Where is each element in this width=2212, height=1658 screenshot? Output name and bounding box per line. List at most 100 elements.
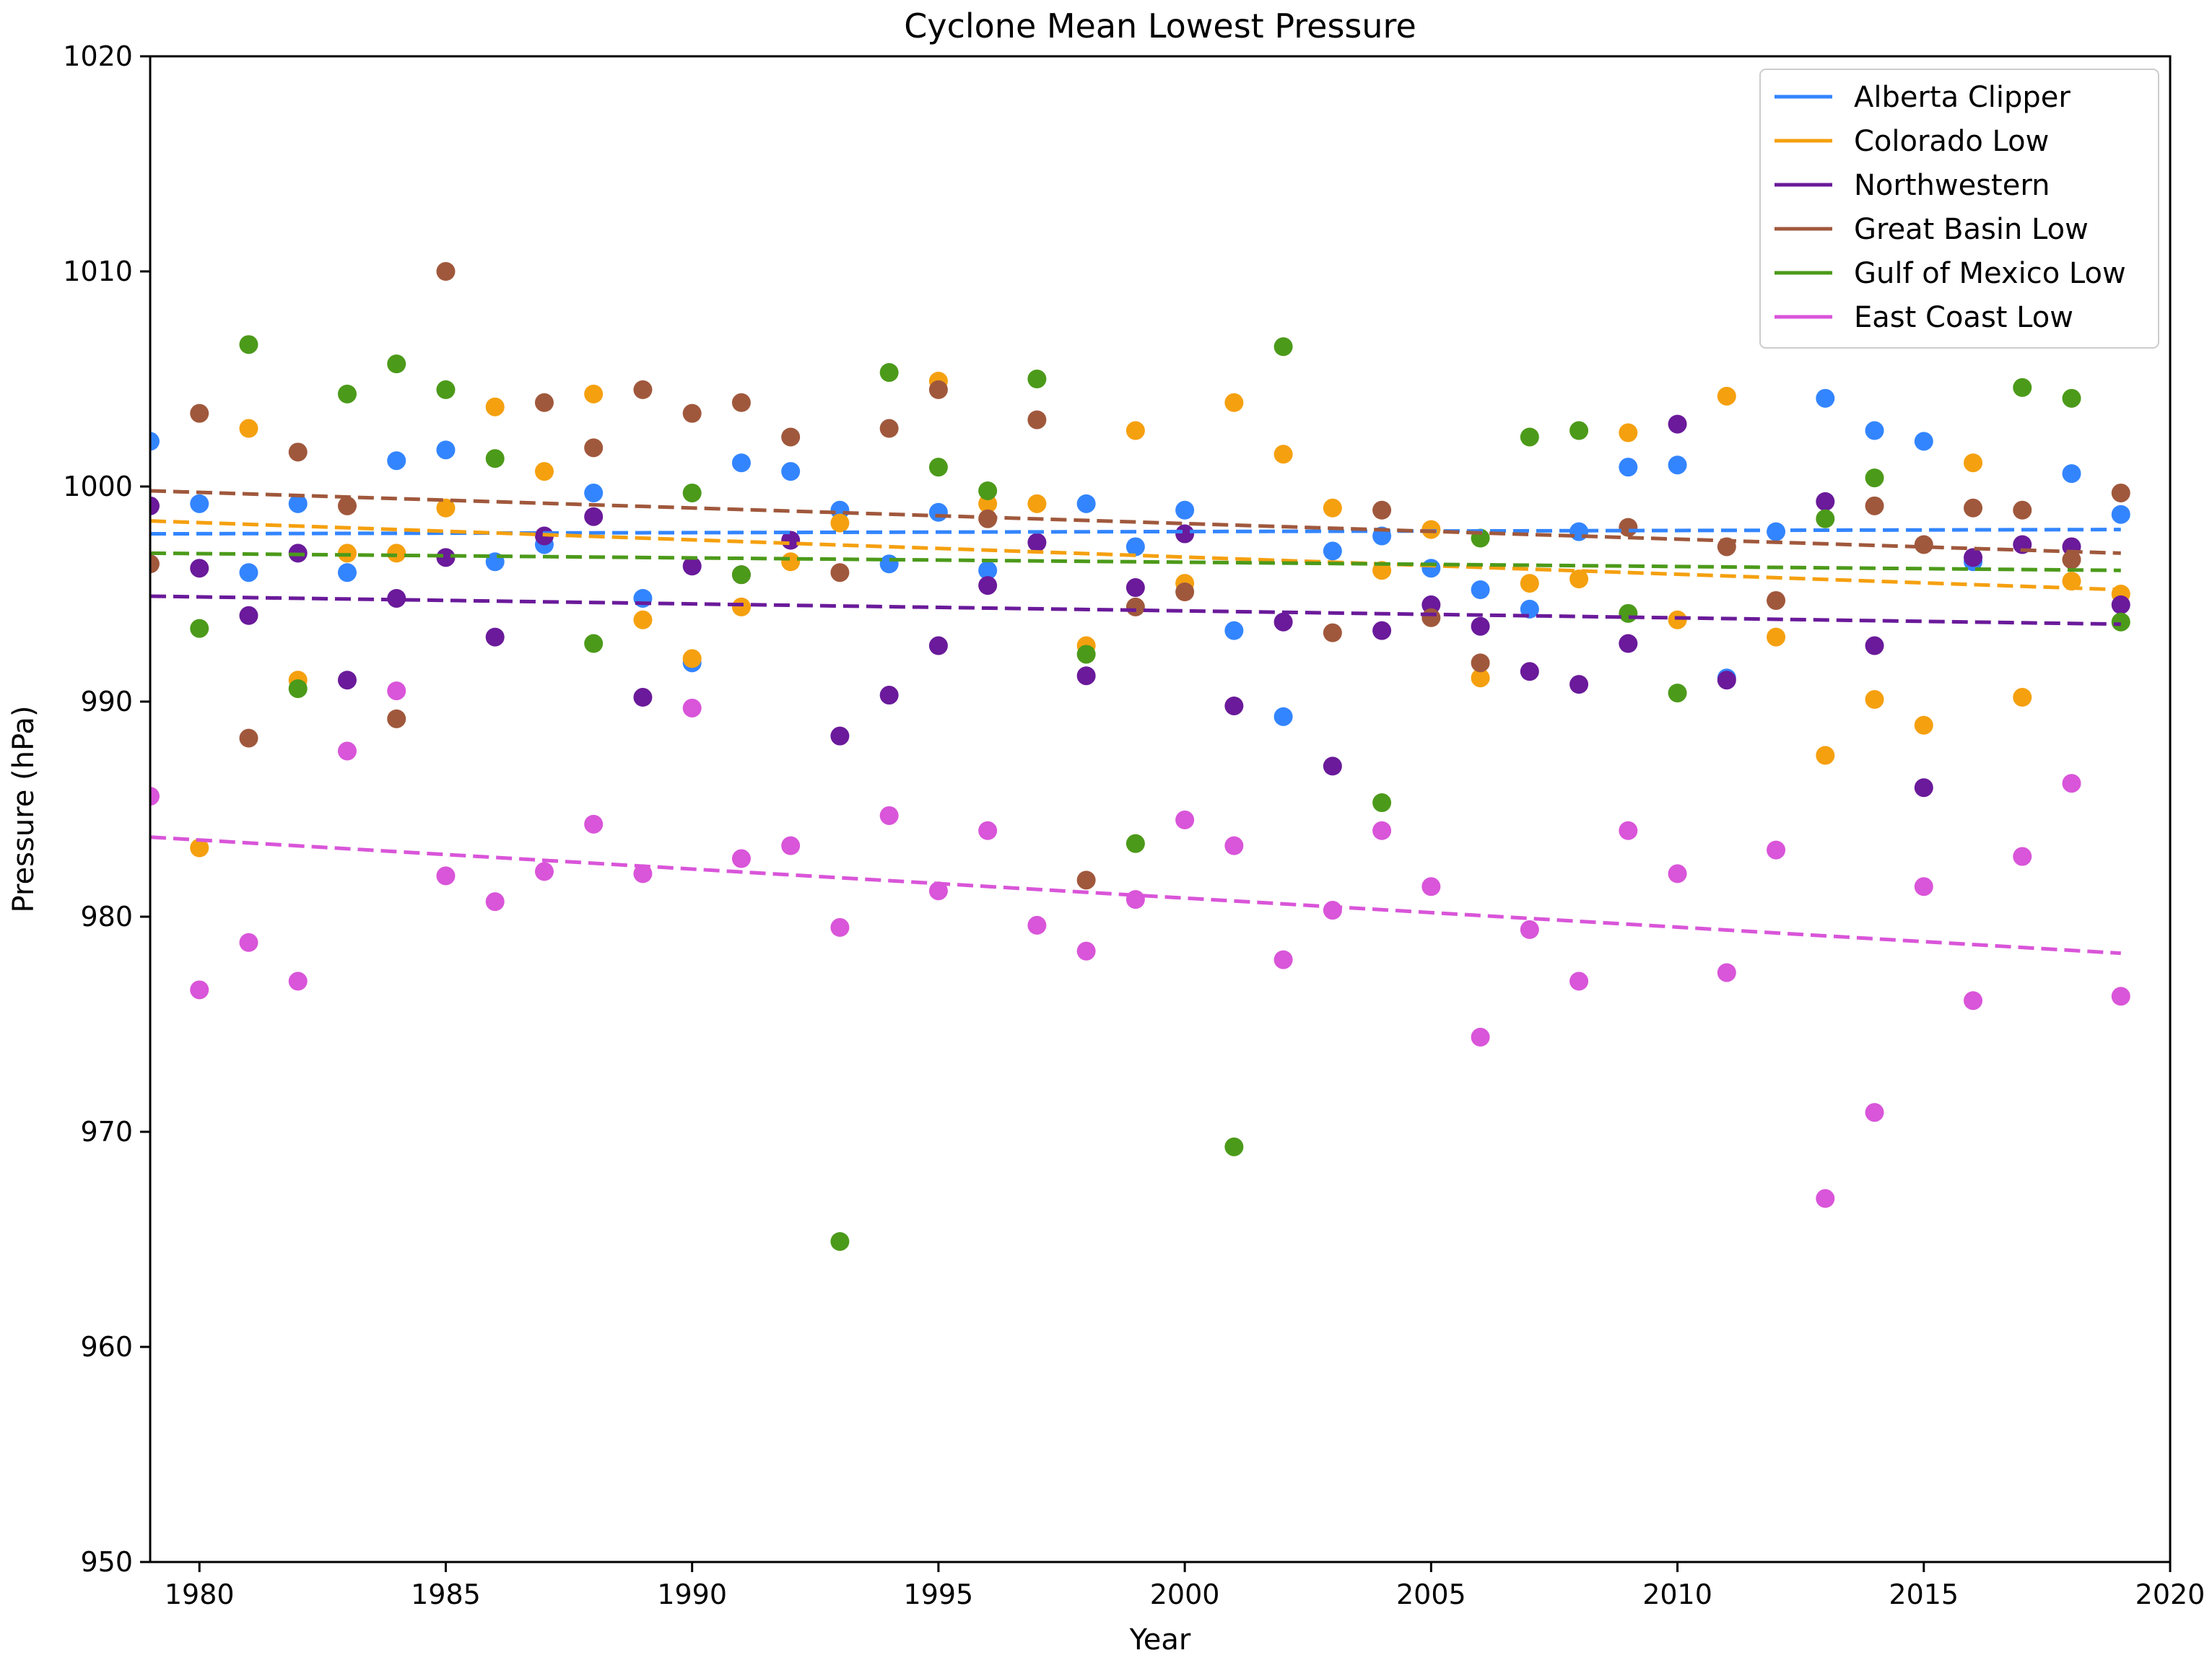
data-point [584,483,604,502]
data-point [239,933,258,952]
data-point [337,496,357,515]
data-point [1224,836,1244,855]
data-point [584,438,604,458]
series-northwestern [150,414,2130,798]
trend-line [150,551,2121,572]
data-point [436,866,456,886]
data-point [1224,696,1244,715]
data-point [1421,608,1441,627]
x-tick-label: 1990 [657,1579,727,1610]
data-point [150,554,160,574]
data-point [1273,337,1293,357]
data-point [682,698,702,717]
data-point [1273,707,1293,726]
data-point [150,787,160,806]
data-point [1569,675,1589,694]
legend-label: Colorado Low [1854,125,2049,158]
data-point [978,481,998,500]
data-point [1865,496,1884,515]
data-point [150,496,160,515]
data-point [1914,432,1933,451]
legend: Alberta Clipper Colorado Low Northwestern G… [1759,69,2159,349]
data-point [1520,599,1539,619]
x-axis: 1980 1985 1990 1995 2000 2005 2010 2015 2020 [165,1562,2205,1610]
data-point [1914,715,1933,735]
data-point [387,544,406,563]
data-point [879,363,899,383]
legend-label: Great Basin Low [1854,213,2089,246]
data-point [239,335,258,354]
data-point [1471,668,1490,688]
data-point [1914,535,1933,554]
data-point [239,606,258,625]
data-point [1619,518,1638,537]
data-point [485,627,505,647]
data-point [781,427,801,447]
data-point [1372,621,1392,640]
data-point [1569,972,1589,991]
data-point [1175,524,1195,544]
data-point [1816,509,1835,528]
data-point [288,442,308,462]
data-point [1569,570,1589,589]
legend-item: Colorado Low [1775,125,2049,158]
x-tick-label: 2000 [1150,1579,1220,1610]
x-tick-label: 2005 [1396,1579,1466,1610]
data-point [1125,578,1145,598]
data-point [928,636,948,655]
y-tick-label: 1000 [63,471,133,502]
data-point [485,397,505,416]
data-point [485,892,505,912]
data-point [337,384,357,403]
legend-item: Alberta Clipper [1775,81,2071,114]
legend-label: Alberta Clipper [1854,81,2071,114]
data-point [830,513,850,533]
data-point [190,559,209,578]
legend-label: Gulf of Mexico Low [1854,257,2126,290]
data-point [239,728,258,748]
legend-label: East Coast Low [1854,301,2073,334]
data-point [2013,500,2032,520]
data-point [1767,590,1786,610]
data-point [731,453,751,473]
y-tick-label: 990 [80,686,133,717]
data-point [1816,1189,1835,1208]
data-point [830,917,850,937]
data-point [1323,541,1342,561]
data-point [978,561,998,580]
data-point [1668,455,1687,475]
data-point [1767,627,1786,647]
data-point [1323,623,1342,642]
series-gulf-of-mexico-low [190,335,2130,1251]
data-point [1619,821,1638,840]
trend-line [150,519,2121,592]
data-point [1125,834,1145,853]
data-point [2062,774,2081,793]
data-point [2013,378,2032,397]
data-point [190,403,209,423]
y-tick-label: 950 [80,1546,133,1578]
trend-line [150,489,2121,555]
data-point [1569,421,1589,440]
series-east-coast-low [150,681,2130,1208]
data-point [1717,386,1736,406]
data-point [436,548,456,567]
data-point [978,576,998,595]
data-point [928,502,948,522]
data-point [1125,597,1145,616]
data-point [1421,595,1441,614]
data-point [436,498,456,518]
data-point [584,384,604,403]
data-point [731,565,751,585]
data-point [1076,645,1096,664]
data-point [928,380,948,399]
data-point [1076,494,1096,513]
data-point [1668,864,1687,883]
data-point [190,619,209,638]
data-point [1323,756,1342,776]
data-point [534,862,554,881]
data-point [978,494,998,513]
data-point [1027,533,1047,552]
data-point [1273,612,1293,632]
